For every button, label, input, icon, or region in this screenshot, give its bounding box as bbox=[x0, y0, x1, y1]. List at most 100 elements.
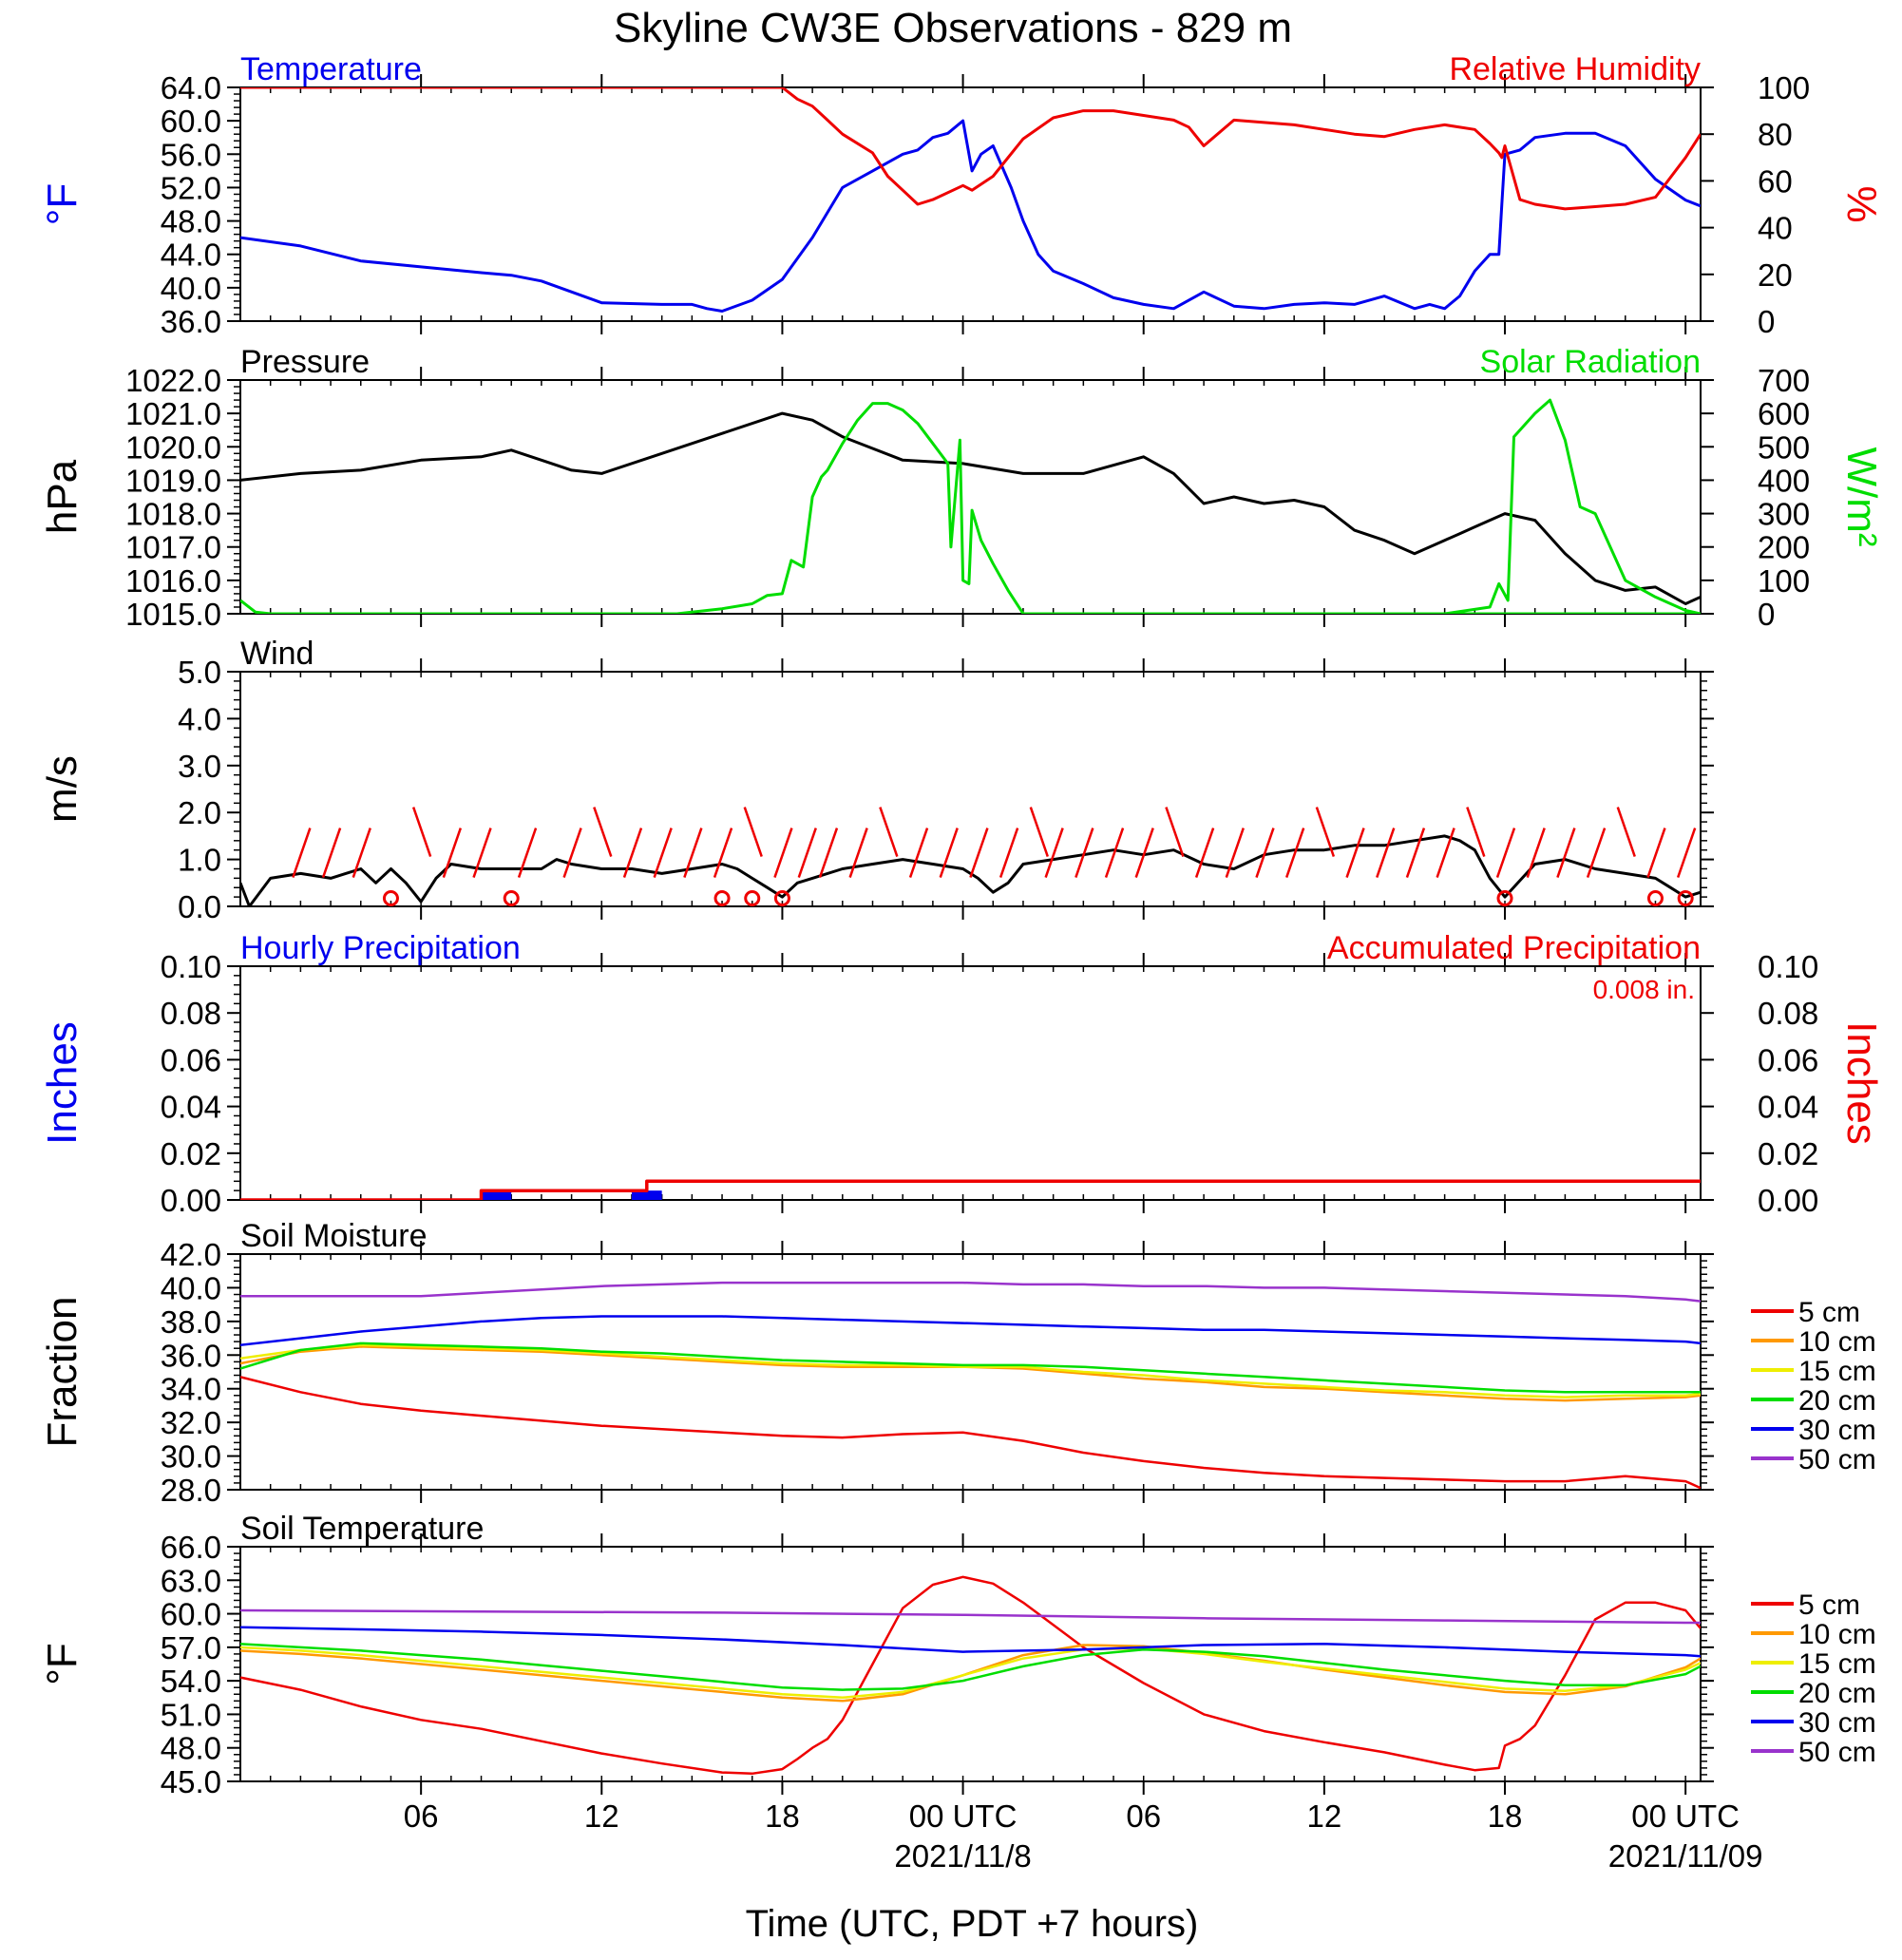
wind-barb bbox=[593, 807, 613, 857]
series-line-30cm bbox=[240, 1315, 1701, 1346]
wind-barb bbox=[653, 828, 673, 878]
panel-frame bbox=[239, 965, 1702, 1201]
legend-label: 10 cm bbox=[1798, 1619, 1876, 1650]
y-tick-label: 36.0 bbox=[161, 1338, 221, 1373]
panel-2: 1015.01016.01017.01018.01019.01020.01021… bbox=[39, 344, 1885, 632]
y-tick-label: 0.06 bbox=[161, 1042, 221, 1077]
panel-3: 0.0 1.0 2.0 3.0 4.0 5.0 Wind m/s bbox=[39, 636, 1714, 924]
plot-area bbox=[240, 1179, 1701, 1200]
series-line-10cm bbox=[240, 1644, 1701, 1703]
x-tick-label: 12 bbox=[1307, 1798, 1342, 1834]
legend-label: 10 cm bbox=[1798, 1326, 1876, 1358]
calm-wind-marker bbox=[1677, 890, 1694, 906]
wind-barb bbox=[1466, 807, 1486, 857]
y-tick-label: 5.0 bbox=[178, 655, 221, 690]
wind-barb bbox=[1586, 828, 1607, 878]
wind-barb bbox=[1104, 828, 1125, 878]
legend-label: 15 cm bbox=[1798, 1648, 1876, 1680]
series-line bbox=[240, 402, 1701, 614]
calm-wind-marker bbox=[503, 890, 520, 906]
wind-barb bbox=[879, 807, 899, 857]
y-tick-label: 60.0 bbox=[161, 104, 221, 139]
wind-barb bbox=[1405, 828, 1426, 878]
wind-barb bbox=[1436, 828, 1455, 878]
wind-barb bbox=[908, 828, 929, 878]
y-right-tick-label: 80 bbox=[1758, 117, 1793, 152]
wind-barb bbox=[939, 828, 959, 878]
wind-barb bbox=[1616, 807, 1636, 857]
legend-label: 50 cm bbox=[1798, 1444, 1876, 1475]
panel-title-left: Soil Moisture bbox=[240, 1218, 428, 1254]
y-tick-label: 63.0 bbox=[161, 1563, 221, 1598]
series-line-50cm bbox=[240, 1608, 1701, 1625]
plot-area bbox=[240, 87, 1701, 313]
plot-area bbox=[240, 1281, 1701, 1490]
y-tick-label: 1022.0 bbox=[125, 363, 221, 398]
y-right-tick-label: 0.10 bbox=[1758, 949, 1818, 984]
x-axis-label: Time (UTC, PDT +7 hours) bbox=[746, 1903, 1199, 1945]
series-line bbox=[240, 119, 1701, 313]
y-tick-label: 36.0 bbox=[161, 304, 221, 339]
y-tick-label: 56.0 bbox=[161, 137, 221, 172]
plot-area bbox=[240, 398, 1701, 614]
y-tick-label: 1019.0 bbox=[125, 463, 221, 498]
wind-barb bbox=[352, 828, 371, 878]
panel-4: 0.00 0.02 0.04 0.06 0.08 0.10 0.00 0.02 0.04 0.06… bbox=[39, 930, 1885, 1218]
y-right-tick-label: 400 bbox=[1758, 463, 1810, 498]
series-line bbox=[240, 411, 1701, 605]
y-tick-label: 64.0 bbox=[161, 70, 221, 105]
y-right-tick-label: 0.06 bbox=[1758, 1042, 1818, 1077]
y-right-tick-label: 0.00 bbox=[1758, 1183, 1818, 1218]
wind-barb bbox=[411, 807, 432, 857]
y-tick-label: 1.0 bbox=[178, 843, 221, 878]
precip-total-label: 0.008 in. bbox=[1593, 975, 1695, 1004]
y-tick-label: 4.0 bbox=[178, 701, 221, 736]
y-right-tick-label: 200 bbox=[1758, 530, 1810, 565]
panel-title-right: Solar Radiation bbox=[1480, 344, 1701, 380]
plot-area bbox=[240, 807, 1701, 906]
wind-barb bbox=[683, 828, 703, 878]
series-line bbox=[240, 87, 1701, 211]
panel-title-left: Wind bbox=[240, 636, 314, 672]
panel-1: 36.040.044.048.052.056.060.064.0 0 20 40 60 8… bbox=[39, 51, 1885, 339]
y-tick-label: 54.0 bbox=[161, 1664, 221, 1699]
y-tick-label: 44.0 bbox=[161, 238, 221, 273]
panel-frame bbox=[239, 671, 1702, 907]
y-axis-label-left: hPa bbox=[39, 459, 86, 534]
legend-label: 30 cm bbox=[1798, 1707, 1876, 1739]
legend-label: 50 cm bbox=[1798, 1737, 1876, 1768]
wind-barb bbox=[1255, 828, 1275, 878]
accumulated-precip-line bbox=[240, 1179, 1701, 1200]
x-date-label: 2021/11/09 bbox=[1608, 1838, 1763, 1874]
panel-title-left: Pressure bbox=[240, 344, 370, 380]
legend-label: 30 cm bbox=[1798, 1415, 1876, 1446]
y-tick-label: 0.04 bbox=[161, 1090, 221, 1125]
y-tick-label: 1021.0 bbox=[125, 396, 221, 431]
y-tick-label: 66.0 bbox=[161, 1530, 221, 1565]
y-tick-label: 51.0 bbox=[161, 1697, 221, 1732]
series-line-5cm bbox=[240, 1376, 1701, 1490]
y-right-tick-label: 0.08 bbox=[1758, 996, 1818, 1031]
y-tick-label: 38.0 bbox=[161, 1304, 221, 1340]
x-tick-label: 06 bbox=[1126, 1798, 1161, 1834]
y-right-tick-label: 40 bbox=[1758, 211, 1793, 246]
panel-5: 28.030.032.034.036.038.040.042.0 Soil Moi… bbox=[39, 1218, 1876, 1508]
wind-barb bbox=[472, 828, 492, 878]
panel-6: 45.048.051.054.057.060.063.066.0 Soil Tem… bbox=[39, 1511, 1876, 1799]
wind-barb bbox=[442, 828, 463, 878]
y-right-tick-label: 0 bbox=[1758, 597, 1775, 632]
series-line-15cm bbox=[240, 1343, 1701, 1399]
x-tick-label: 00 UTC bbox=[909, 1798, 1018, 1834]
precip-bar bbox=[631, 1190, 662, 1200]
y-right-tick-label: 0 bbox=[1758, 304, 1775, 339]
y-tick-label: 0.02 bbox=[161, 1136, 221, 1171]
y-tick-label: 40.0 bbox=[161, 271, 221, 306]
y-tick-label: 30.0 bbox=[161, 1439, 221, 1475]
series-line bbox=[1384, 398, 1701, 614]
wind-barb bbox=[797, 828, 817, 878]
calm-wind-marker bbox=[744, 890, 761, 906]
y-tick-label: 2.0 bbox=[178, 795, 221, 830]
y-tick-label: 0.08 bbox=[161, 996, 221, 1031]
precip-bar bbox=[481, 1190, 512, 1200]
